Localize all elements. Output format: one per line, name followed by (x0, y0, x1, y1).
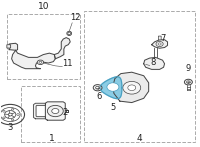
Text: 1: 1 (48, 134, 54, 143)
Circle shape (11, 119, 14, 121)
Polygon shape (152, 40, 168, 48)
Bar (84, 11, 195, 142)
Text: 8: 8 (150, 58, 155, 67)
Polygon shape (54, 38, 70, 59)
Bar (21, 86, 80, 142)
Circle shape (37, 60, 44, 65)
Ellipse shape (67, 31, 72, 36)
Circle shape (47, 105, 63, 117)
Ellipse shape (68, 32, 71, 35)
Polygon shape (45, 102, 65, 120)
Circle shape (96, 86, 100, 89)
Polygon shape (113, 72, 149, 103)
Text: 6: 6 (96, 92, 102, 101)
Text: 5: 5 (110, 103, 116, 112)
Bar (7, 14, 80, 78)
Text: 12: 12 (70, 13, 80, 22)
Circle shape (11, 108, 14, 110)
FancyBboxPatch shape (7, 45, 11, 48)
Circle shape (52, 108, 59, 114)
Polygon shape (100, 77, 122, 99)
Text: 4: 4 (137, 134, 143, 143)
Text: 10: 10 (38, 2, 49, 11)
Text: 9: 9 (186, 64, 191, 73)
Circle shape (3, 117, 5, 119)
Circle shape (3, 110, 5, 112)
Circle shape (128, 85, 136, 91)
Circle shape (156, 41, 163, 46)
Polygon shape (12, 50, 55, 69)
Text: 2: 2 (63, 108, 68, 117)
Circle shape (39, 61, 42, 63)
Text: 11: 11 (62, 59, 72, 68)
Circle shape (107, 83, 119, 91)
Polygon shape (9, 43, 18, 50)
Text: 3: 3 (8, 123, 13, 132)
Text: 7: 7 (160, 34, 165, 43)
Circle shape (184, 79, 192, 85)
Circle shape (93, 85, 102, 91)
Circle shape (123, 81, 141, 94)
Circle shape (17, 114, 19, 115)
FancyBboxPatch shape (158, 36, 161, 40)
Polygon shape (33, 103, 45, 119)
Circle shape (158, 43, 161, 45)
Polygon shape (144, 57, 165, 69)
Circle shape (187, 81, 190, 83)
